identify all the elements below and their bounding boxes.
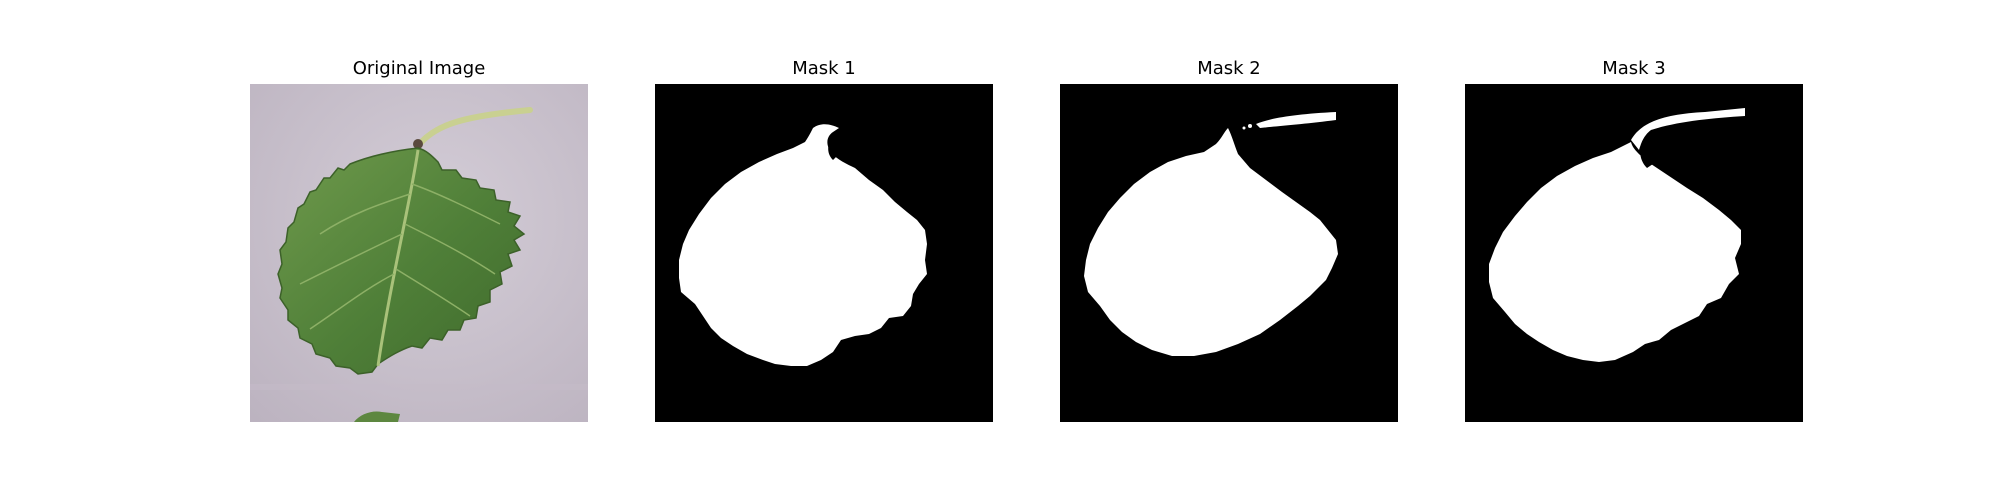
mask-1-image [655,84,993,422]
panel-title: Mask 3 [1465,56,1803,82]
mask-3-image [1465,84,1803,422]
panel-mask-1: Mask 1 [655,56,993,422]
panel-mask-2: Mask 2 [1060,56,1398,422]
panel-title: Mask 2 [1060,56,1398,82]
mask-2-image [1060,84,1398,422]
panel-mask-3: Mask 3 [1465,56,1803,422]
panel-title: Mask 1 [655,56,993,82]
panel-original-image: Original Image [250,56,588,422]
original-leaf-photo [250,84,588,422]
panel-title: Original Image [250,56,588,82]
